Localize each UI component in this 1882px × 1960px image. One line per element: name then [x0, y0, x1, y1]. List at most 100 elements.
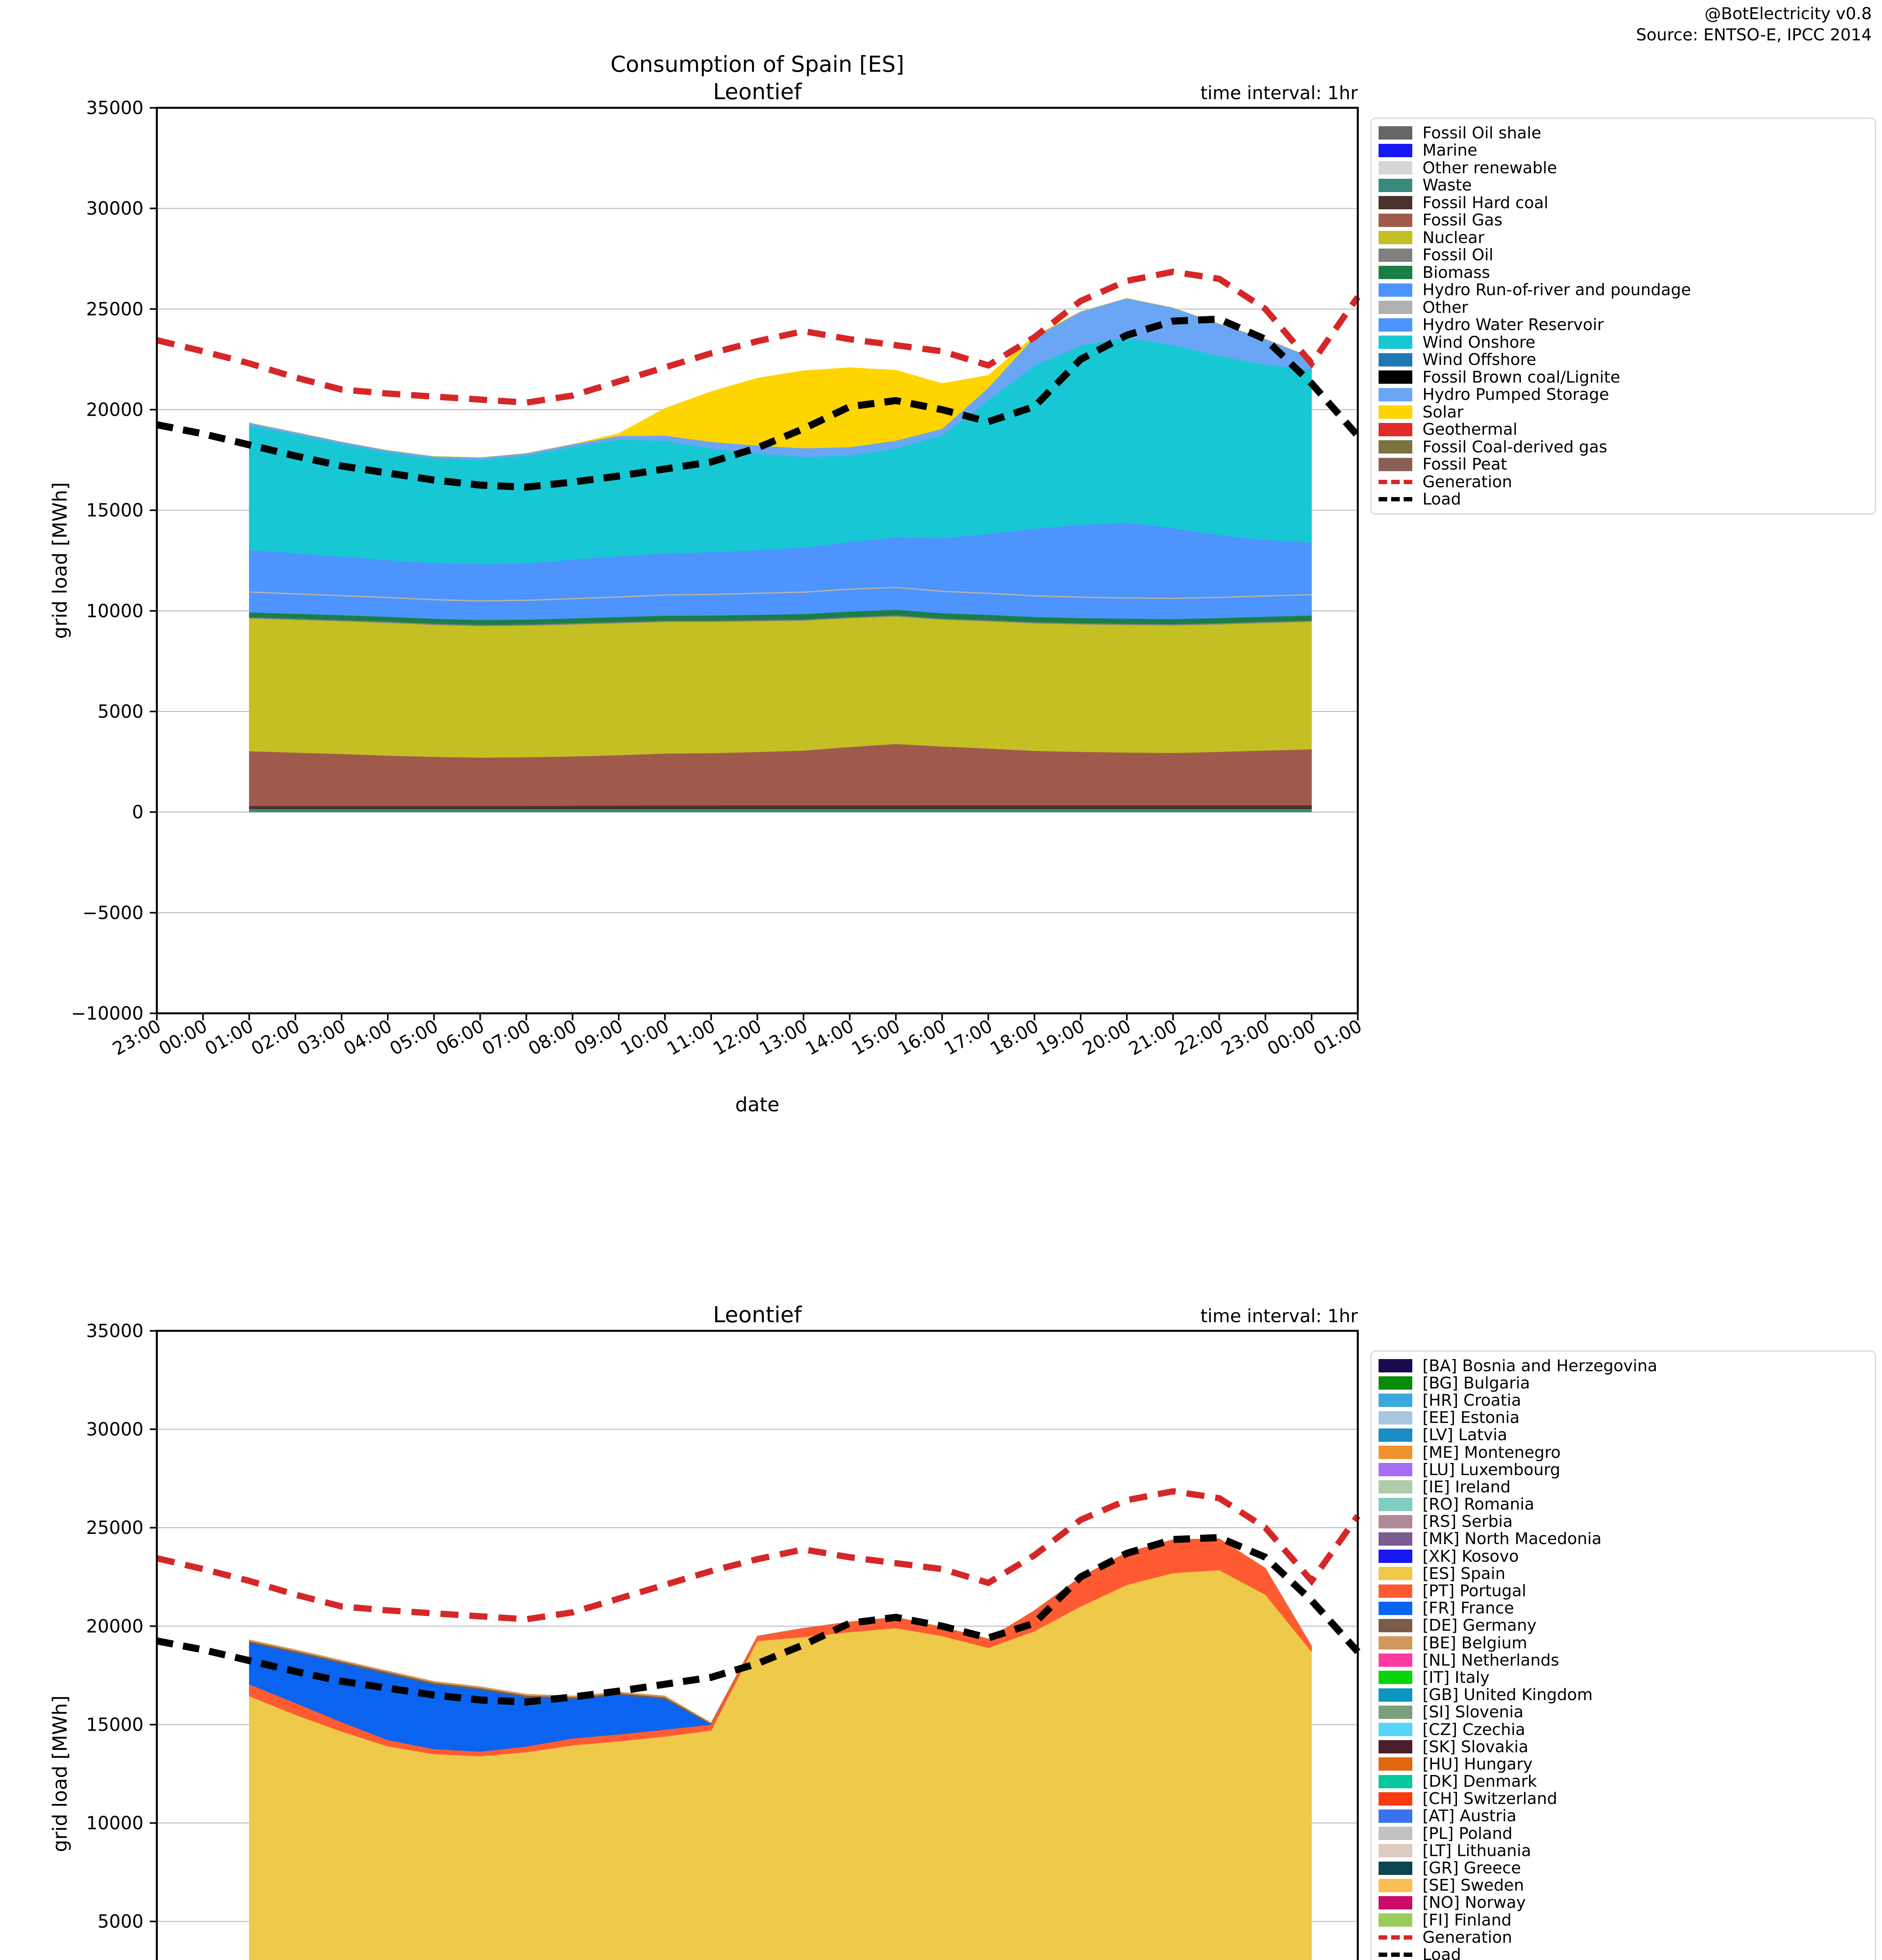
generation-mix-legend[interactable]: Fossil Oil shale Marine Other renewable Was… [1370, 118, 1876, 515]
legend-item[interactable]: [LT] Lithuania [1379, 1842, 1867, 1859]
legend-item[interactable]: Marine [1379, 142, 1867, 160]
x-tick-label: 00:00 [155, 1015, 211, 1060]
legend-item-label: [FI] Finland [1422, 1910, 1512, 1929]
legend-item-label: Load [1422, 1945, 1461, 1960]
import-export-legend[interactable]: [BA] Bosnia and Herzegovina [BG] Bulgaria… [1370, 1350, 1876, 1960]
legend-item[interactable]: [IE] Ireland [1379, 1478, 1867, 1495]
legend-color-swatch-icon [1379, 1896, 1412, 1909]
legend-item[interactable]: [NL] Netherlands [1379, 1651, 1867, 1669]
legend-item[interactable]: Generation [1379, 473, 1867, 491]
legend-item[interactable]: [RO] Romania [1379, 1496, 1867, 1513]
legend-item[interactable]: [IT] Italy [1379, 1669, 1867, 1686]
legend-item[interactable]: [XK] Kosovo [1379, 1548, 1867, 1565]
legend-item[interactable]: Fossil Gas [1379, 212, 1867, 229]
legend-item[interactable]: [GB] United Kingdom [1379, 1686, 1867, 1704]
legend-item[interactable]: [SK] Slovakia [1379, 1738, 1867, 1755]
legend-color-swatch-icon [1379, 1480, 1412, 1494]
legend-item[interactable]: [ES] Spain [1379, 1565, 1867, 1582]
legend-item[interactable]: Biomass [1379, 264, 1867, 281]
legend-color-swatch-icon [1379, 1515, 1412, 1528]
legend-item-label: [SK] Slovakia [1422, 1737, 1529, 1756]
legend-item-label: [ME] Montenegro [1422, 1443, 1561, 1462]
legend-item-label: Geothermal [1422, 420, 1517, 439]
legend-item[interactable]: [DE] Germany [1379, 1617, 1867, 1634]
legend-item[interactable]: Load [1379, 1946, 1867, 1960]
legend-item-label: [LU] Luxembourg [1422, 1460, 1560, 1479]
legend-item[interactable]: [DK] Denmark [1379, 1773, 1867, 1790]
legend-color-swatch-icon [1379, 318, 1412, 332]
legend-color-swatch-icon [1379, 370, 1412, 384]
generation-mix-panel: −10000 −5000 0 5000 10000 15000 20000 25000 3000… [49, 52, 1876, 1116]
x-tick-label: 00:00 [1264, 1015, 1319, 1060]
legend-color-swatch-icon [1379, 143, 1412, 157]
legend-item-label: [LT] Lithuania [1422, 1841, 1531, 1860]
legend-item[interactable]: [GR] Greece [1379, 1859, 1867, 1877]
legend-color-swatch-icon [1379, 1861, 1412, 1875]
legend-color-swatch-icon [1379, 1740, 1412, 1754]
legend-item[interactable]: [CZ] Czechia [1379, 1721, 1867, 1738]
legend-item[interactable]: Nuclear [1379, 229, 1867, 247]
legend-item[interactable]: Fossil Oil shale [1379, 124, 1867, 142]
legend-item-label: [DE] Germany [1422, 1616, 1537, 1635]
legend-item[interactable]: Fossil Coal-derived gas [1379, 438, 1867, 456]
legend-color-swatch-icon [1379, 1636, 1412, 1650]
legend-item-label: [RS] Serbia [1422, 1512, 1513, 1531]
x-tick-label: 10:00 [617, 1015, 673, 1060]
legend-item[interactable]: Other [1379, 299, 1867, 316]
legend-item[interactable]: Fossil Brown coal/Lignite [1379, 368, 1867, 386]
legend-item[interactable]: Fossil Hard coal [1379, 194, 1867, 212]
legend-item-label: [BA] Bosnia and Herzegovina [1422, 1356, 1658, 1375]
legend-item[interactable]: Hydro Run-of-river and poundage [1379, 281, 1867, 299]
legend-item[interactable]: [EE] Estonia [1379, 1409, 1867, 1426]
x-tick-label: 14:00 [802, 1015, 857, 1060]
legend-item[interactable]: Generation [1379, 1929, 1867, 1946]
y-tick-label: 5000 [98, 701, 144, 722]
legend-item[interactable]: [NO] Norway [1379, 1894, 1867, 1911]
legend-item-label: [FR] France [1422, 1599, 1514, 1618]
legend-item[interactable]: [PT] Portugal [1379, 1582, 1867, 1599]
legend-item[interactable]: [BE] Belgium [1379, 1634, 1867, 1651]
legend-item[interactable]: Hydro Pumped Storage [1379, 386, 1867, 404]
legend-item[interactable]: [FR] France [1379, 1600, 1867, 1617]
legend-color-swatch-icon [1379, 423, 1412, 436]
legend-item[interactable]: [PL] Poland [1379, 1825, 1867, 1842]
legend-item[interactable]: [FI] Finland [1379, 1911, 1867, 1929]
legend-color-swatch-icon [1379, 1532, 1412, 1546]
legend-item[interactable]: Geothermal [1379, 421, 1867, 439]
legend-item[interactable]: [AT] Austria [1379, 1808, 1867, 1825]
legend-item-label: Hydro Pumped Storage [1422, 385, 1609, 404]
legend-item-label: Fossil Coal-derived gas [1422, 437, 1608, 456]
legend-item[interactable]: Other renewable [1379, 159, 1867, 177]
legend-item[interactable]: [MK] North Macedonia [1379, 1530, 1867, 1548]
legend-item[interactable]: [LV] Latvia [1379, 1426, 1867, 1444]
legend-color-swatch-icon [1379, 1723, 1412, 1737]
legend-item[interactable]: Fossil Oil [1379, 247, 1867, 264]
area-series [249, 808, 1312, 813]
legend-item[interactable]: [BA] Bosnia and Herzegovina [1379, 1357, 1867, 1374]
legend-item[interactable]: [RS] Serbia [1379, 1513, 1867, 1530]
legend-color-swatch-icon [1379, 178, 1412, 192]
legend-dashed-line-icon [1379, 1935, 1412, 1940]
legend-item-label: Fossil Oil [1422, 245, 1493, 265]
legend-item[interactable]: [BG] Bulgaria [1379, 1374, 1867, 1392]
legend-item-label: [BG] Bulgaria [1422, 1373, 1530, 1392]
legend-item[interactable]: Hydro Water Reservoir [1379, 316, 1867, 334]
legend-item[interactable]: Fossil Peat [1379, 456, 1867, 474]
area-series [249, 1570, 1312, 1960]
legend-item[interactable]: [LU] Luxembourg [1379, 1461, 1867, 1478]
legend-item[interactable]: Waste [1379, 177, 1867, 194]
legend-item[interactable]: Load [1379, 491, 1867, 508]
legend-item[interactable]: [ME] Montenegro [1379, 1444, 1867, 1461]
legend-item[interactable]: [HR] Croatia [1379, 1392, 1867, 1409]
legend-item[interactable]: [SE] Sweden [1379, 1877, 1867, 1894]
legend-item[interactable]: [SI] Slovenia [1379, 1704, 1867, 1721]
legend-item-label: Generation [1422, 472, 1512, 491]
legend-item-label: [PL] Poland [1422, 1824, 1513, 1843]
legend-item[interactable]: Wind Offshore [1379, 351, 1867, 369]
legend-item[interactable]: Wind Onshore [1379, 334, 1867, 351]
legend-item[interactable]: [HU] Hungary [1379, 1755, 1867, 1773]
legend-color-swatch-icon [1379, 353, 1412, 367]
legend-item[interactable]: Solar [1379, 403, 1867, 421]
y-tick-label: 5000 [98, 1911, 144, 1932]
legend-item[interactable]: [CH] Switzerland [1379, 1790, 1867, 1808]
